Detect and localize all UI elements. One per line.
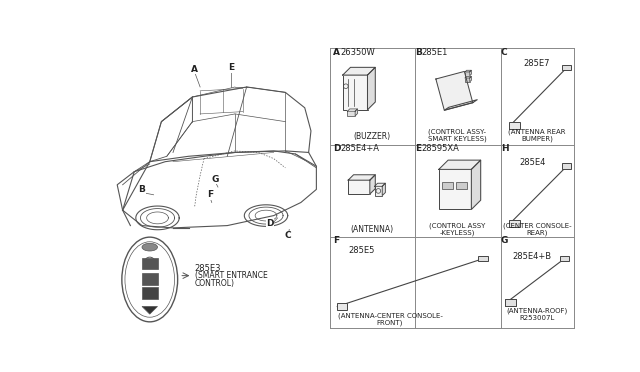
Polygon shape: [436, 71, 473, 110]
Text: 285E5: 285E5: [348, 246, 374, 254]
Text: (CONTROL ASSY: (CONTROL ASSY: [429, 223, 486, 230]
Ellipse shape: [142, 243, 157, 251]
Text: G: G: [501, 236, 508, 245]
Bar: [562, 65, 572, 70]
Bar: [142, 273, 157, 285]
Bar: [343, 75, 367, 110]
Bar: [439, 169, 472, 209]
Bar: [509, 220, 520, 227]
Text: FRONT): FRONT): [377, 320, 403, 326]
Bar: [337, 303, 348, 310]
Text: 28595XA: 28595XA: [422, 144, 460, 153]
Text: D: D: [333, 144, 341, 153]
Polygon shape: [348, 175, 375, 180]
Bar: [442, 182, 452, 189]
Polygon shape: [470, 70, 471, 76]
Polygon shape: [343, 67, 375, 75]
Text: D: D: [266, 219, 274, 228]
Bar: [562, 163, 572, 169]
Text: BUMPER): BUMPER): [522, 135, 553, 142]
Ellipse shape: [122, 237, 178, 322]
Text: 285E7: 285E7: [524, 59, 550, 68]
Bar: [142, 258, 157, 269]
Bar: [506, 299, 516, 306]
Text: REAR): REAR): [527, 230, 548, 236]
Text: B: B: [139, 185, 145, 194]
Bar: [456, 182, 467, 189]
Bar: [478, 256, 488, 261]
Bar: [465, 78, 470, 82]
Text: E: E: [415, 144, 421, 153]
Text: CONTROL): CONTROL): [195, 279, 235, 288]
Text: (ANTENNA REAR: (ANTENNA REAR: [509, 128, 566, 135]
Text: (ANTENNA-ROOF): (ANTENNA-ROOF): [507, 308, 568, 314]
Text: (ANTENNA): (ANTENNA): [351, 225, 394, 234]
Text: 285E4+A: 285E4+A: [340, 144, 380, 153]
Text: 285E3: 285E3: [195, 263, 221, 273]
Text: 26350W: 26350W: [340, 48, 375, 57]
Text: (SMART ENTRANCE: (SMART ENTRANCE: [195, 271, 268, 280]
Text: (CONTROL ASSY-: (CONTROL ASSY-: [428, 128, 486, 135]
Polygon shape: [374, 183, 385, 186]
Polygon shape: [355, 109, 358, 116]
Text: B: B: [415, 48, 422, 57]
Bar: [142, 287, 157, 299]
Text: SMART KEYLESS): SMART KEYLESS): [428, 135, 487, 142]
Text: A: A: [333, 48, 340, 57]
Polygon shape: [142, 307, 157, 314]
Text: F: F: [333, 236, 340, 245]
Text: A: A: [191, 65, 198, 74]
Text: G: G: [212, 175, 220, 184]
Text: 285E4: 285E4: [520, 158, 546, 167]
Text: H: H: [501, 144, 508, 153]
Text: 285E4+B: 285E4+B: [513, 252, 552, 261]
Text: F: F: [207, 190, 213, 199]
Bar: [465, 72, 470, 76]
Polygon shape: [367, 67, 375, 110]
Polygon shape: [470, 76, 471, 82]
Polygon shape: [348, 109, 358, 111]
Text: (ANTENNA-CENTER CONSOLE-: (ANTENNA-CENTER CONSOLE-: [337, 313, 442, 320]
Polygon shape: [382, 183, 385, 196]
Polygon shape: [465, 76, 471, 78]
Text: C: C: [284, 231, 291, 240]
Bar: [506, 299, 516, 306]
Text: 285E1: 285E1: [422, 48, 448, 57]
Polygon shape: [439, 160, 481, 169]
Text: C: C: [501, 48, 508, 57]
Polygon shape: [472, 160, 481, 209]
Text: R253007L: R253007L: [520, 315, 555, 321]
Text: -KEYLESS): -KEYLESS): [440, 230, 475, 236]
Polygon shape: [444, 100, 477, 110]
Text: (CENTER CONSOLE-: (CENTER CONSOLE-: [503, 223, 572, 230]
Text: (BUZZER): (BUZZER): [354, 132, 391, 141]
Polygon shape: [370, 175, 375, 194]
Bar: [509, 122, 520, 129]
Text: E: E: [228, 63, 234, 72]
Bar: [348, 111, 355, 116]
Bar: [560, 256, 569, 261]
Bar: [374, 186, 382, 196]
Bar: [348, 180, 370, 194]
Polygon shape: [465, 70, 471, 72]
